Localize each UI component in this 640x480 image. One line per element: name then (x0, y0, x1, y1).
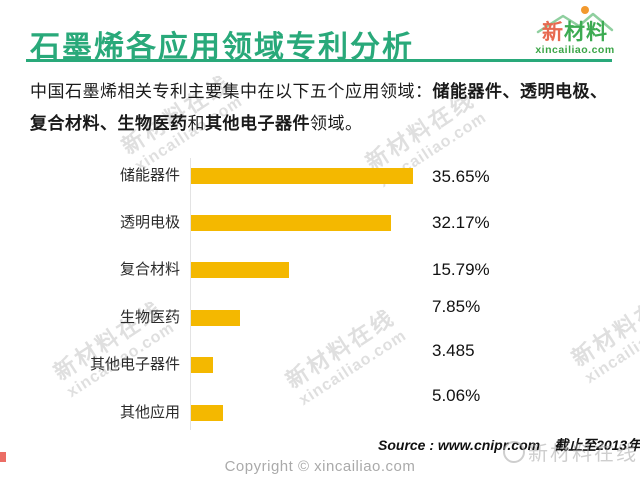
intro-paragraph: 中国石墨烯相关专利主要集中在以下五个应用领域：储能器件、透明电极、复合材料、生物… (30, 76, 614, 140)
bar (191, 215, 391, 231)
mountain-icon (536, 12, 614, 34)
value-label: 7.85% (432, 297, 481, 316)
logo-domain: xincailiao.com (535, 44, 615, 56)
intro-segment: 中国石墨烯相关专利主要集中在以下五个应用领域： (30, 82, 433, 101)
brand-logo: 新材料 xincailiao.com (532, 5, 618, 56)
logo-name: 新材料 (532, 22, 618, 43)
value-label: 15.79% (432, 260, 490, 279)
chart-row: 生物医药 7.85% (0, 298, 640, 326)
logo-name-first: 新 (542, 21, 564, 44)
source-label: Source : www.cnipr.com (378, 437, 541, 453)
category-label: 生物医药 (119, 309, 180, 326)
source-date: 截止至2013年6月 (554, 437, 640, 453)
logo-name-rest: 材料 (564, 21, 608, 44)
chart-row: 透明电极 32.17% (0, 213, 640, 232)
chart-row: 复合材料 15.79% (0, 260, 640, 279)
chart-row: 其他电子器件 3.485 (0, 342, 640, 373)
sun-icon (581, 6, 589, 14)
mountain-sun-icon (536, 6, 614, 34)
chart-row: 其他应用 5.06% (0, 387, 640, 421)
category-label: 其他电子器件 (89, 356, 180, 373)
chart-row: 储能器件 35.65% (0, 167, 640, 186)
page-title: 石墨烯各应用领域专利分析 (30, 31, 414, 64)
category-label: 其他应用 (119, 404, 180, 421)
category-label: 透明电极 (119, 214, 180, 231)
screen-edge-artifact (0, 452, 6, 462)
title-underline (26, 59, 612, 62)
value-label: 35.65% (432, 167, 490, 186)
intro-segment: 领域。 (310, 114, 363, 133)
intro-segment-bold: 其他电子器件 (205, 114, 310, 133)
category-label: 复合材料 (119, 261, 180, 278)
bar (191, 168, 413, 184)
source-note: Source : www.cnipr.com 截止至2013年6月 (378, 435, 640, 455)
bar (191, 310, 240, 326)
bar (191, 262, 289, 278)
intro-segment-bold: 储能器件、透明电极、复合材料、生物医药 (30, 82, 608, 133)
y-axis-line (190, 158, 191, 430)
intro-segment: 和 (187, 114, 205, 133)
bar (191, 357, 213, 373)
copyright-text: Copyright © xincailiao.com (224, 458, 416, 475)
value-label: 3.485 (432, 341, 475, 360)
value-label: 5.06% (432, 386, 481, 405)
category-label: 储能器件 (119, 167, 180, 184)
value-label: 32.17% (432, 213, 490, 232)
bar (191, 405, 223, 421)
